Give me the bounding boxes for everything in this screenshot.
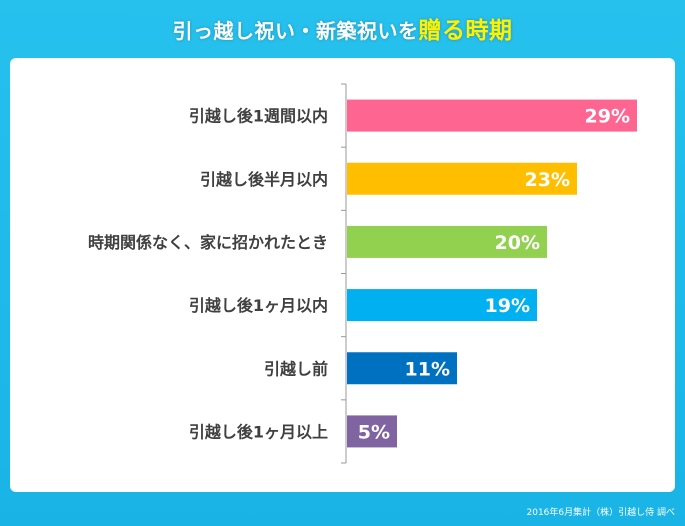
chart-panel: 引越し後1週間以内 29% 引越し後半月以内 23% 時期関係なく、家に招かれたとき 20… [10, 58, 675, 492]
bar [347, 99, 637, 132]
data-label: 23% [525, 169, 570, 191]
category-label: 引越し後1ヶ月以内 [189, 296, 328, 315]
bar-chart: 引越し後1週間以内 29% 引越し後半月以内 23% 時期関係なく、家に招かれたとき 20… [88, 83, 637, 464]
data-label: 29% [585, 106, 630, 128]
category-label: 引越し後1ヶ月以上 [189, 422, 328, 441]
category-label: 引越し前 [264, 359, 328, 378]
category-label: 時期関係なく、家に招かれたとき [88, 233, 328, 252]
chart-title: 引っ越し祝い・新築祝いを贈る時期 [0, 0, 685, 56]
data-label: 19% [485, 295, 530, 317]
data-label: 11% [405, 358, 450, 380]
bar [347, 162, 577, 195]
data-label: 20% [495, 232, 540, 254]
chart-title-prefix: 引っ越し祝い・新築祝いを [172, 19, 419, 43]
data-label: 5% [358, 421, 390, 443]
bar [347, 289, 537, 322]
category-label: 引越し後半月以内 [200, 170, 328, 189]
bar [347, 415, 397, 448]
source-note: 2016年6月集計（株）引越し侍 調べ [526, 508, 676, 518]
chart-title-text: 引っ越し祝い・新築祝いを贈る時期 [173, 11, 513, 45]
bar [347, 225, 547, 258]
category-label: 引越し後1週間以内 [189, 107, 328, 126]
bar [347, 352, 457, 385]
chart-title-highlight: 贈る時期 [418, 18, 513, 44]
